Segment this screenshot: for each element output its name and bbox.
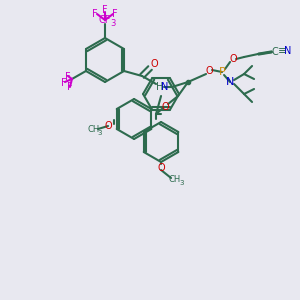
Text: F: F — [92, 9, 98, 19]
Text: ≡: ≡ — [278, 46, 287, 56]
Text: CF: CF — [99, 15, 111, 25]
Text: N: N — [284, 46, 292, 56]
Text: O: O — [104, 121, 112, 131]
Text: O: O — [157, 163, 165, 173]
Text: F: F — [61, 78, 67, 88]
Text: 3: 3 — [98, 130, 102, 136]
Text: C: C — [272, 47, 278, 57]
Text: CH: CH — [88, 125, 100, 134]
Text: CH: CH — [169, 176, 181, 184]
Text: F: F — [102, 5, 108, 15]
Text: F: F — [65, 72, 71, 82]
Text: N: N — [161, 82, 169, 92]
Text: 3: 3 — [110, 19, 116, 28]
Text: O: O — [205, 66, 213, 76]
Text: O: O — [161, 102, 169, 112]
Text: F: F — [112, 9, 118, 19]
Text: O: O — [150, 59, 158, 69]
Text: P: P — [219, 67, 225, 77]
Text: F: F — [67, 82, 73, 92]
Text: 3: 3 — [180, 180, 184, 186]
Text: O: O — [229, 54, 237, 64]
Text: H: H — [156, 82, 164, 92]
Text: N: N — [226, 77, 234, 87]
